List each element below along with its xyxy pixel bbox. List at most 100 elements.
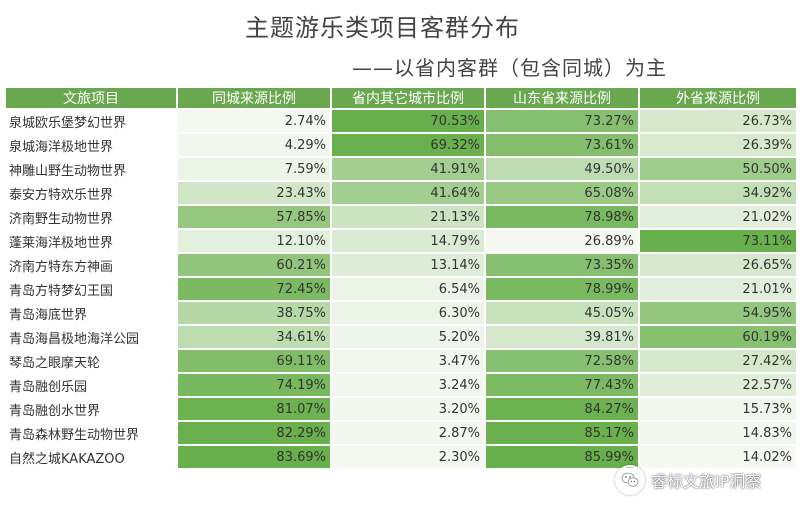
same-city-value-cell: 38.75% (178, 302, 330, 324)
table-row: 泉城欧乐堡梦幻世界 2.74% 70.53% 73.27% 26.73% (6, 110, 796, 132)
same-city-value-cell: 12.10% (178, 230, 330, 252)
table-row: 青岛融创乐园 74.19% 3.24% 77.43% 22.57% (6, 374, 796, 396)
out-of-province-value-cell: 54.95% (640, 302, 796, 324)
same-city-value-cell: 69.11% (178, 350, 330, 372)
shandong-value-cell: 84.27% (486, 398, 638, 420)
same-city-value-cell: 74.19% (178, 374, 330, 396)
same-city-value-cell: 82.29% (178, 422, 330, 444)
table-row: 蓬莱海洋极地世界 12.10% 14.79% 26.89% 73.11% (6, 230, 796, 252)
column-header-project: 文旅项目 (6, 88, 176, 108)
project-name-cell: 泉城欧乐堡梦幻世界 (6, 110, 176, 132)
project-name-cell: 泉城海洋极地世界 (6, 134, 176, 156)
shandong-value-cell: 73.61% (486, 134, 638, 156)
shandong-value-cell: 49.50% (486, 158, 638, 180)
same-city-value-cell: 72.45% (178, 278, 330, 300)
same-city-value-cell: 23.43% (178, 182, 330, 204)
project-name-cell: 青岛融创水世界 (6, 398, 176, 420)
out-of-province-value-cell: 14.83% (640, 422, 796, 444)
distribution-table: 文旅项目 同城来源比例 省内其它城市比例 山东省来源比例 外省来源比例 泉城欧乐… (4, 86, 798, 470)
out-of-province-value-cell: 34.92% (640, 182, 796, 204)
same-city-value-cell: 60.21% (178, 254, 330, 276)
same-city-value-cell: 57.85% (178, 206, 330, 228)
out-of-province-value-cell: 21.01% (640, 278, 796, 300)
project-name-cell: 青岛森林野生动物世界 (6, 422, 176, 444)
table-row: 泰安方特欢乐世界 23.43% 41.64% 65.08% 34.92% (6, 182, 796, 204)
shandong-value-cell: 72.58% (486, 350, 638, 372)
other-province-city-value-cell: 70.53% (332, 110, 484, 132)
table-row: 自然之城KAKAZOO 83.69% 2.30% 85.99% 14.02% (6, 446, 796, 468)
other-province-city-value-cell: 3.24% (332, 374, 484, 396)
project-name-cell: 青岛海底世界 (6, 302, 176, 324)
other-province-city-value-cell: 69.32% (332, 134, 484, 156)
other-province-city-value-cell: 21.13% (332, 206, 484, 228)
out-of-province-value-cell: 26.73% (640, 110, 796, 132)
table-row: 神雕山野生动物世界 7.59% 41.91% 49.50% 50.50% (6, 158, 796, 180)
table-row: 济南野生动物世界 57.85% 21.13% 78.98% 21.02% (6, 206, 796, 228)
other-province-city-value-cell: 6.54% (332, 278, 484, 300)
table-row: 青岛方特梦幻王国 72.45% 6.54% 78.99% 21.01% (6, 278, 796, 300)
table-body: 泉城欧乐堡梦幻世界 2.74% 70.53% 73.27% 26.73% 泉城海洋极地世界… (6, 110, 796, 468)
page-subtitle: ——以省内客群（包含同城）为主 (352, 56, 667, 80)
column-header-shandong: 山东省来源比例 (486, 88, 638, 108)
other-province-city-value-cell: 41.64% (332, 182, 484, 204)
table-row: 青岛海底世界 38.75% 6.30% 45.05% 54.95% (6, 302, 796, 324)
project-name-cell: 济南野生动物世界 (6, 206, 176, 228)
same-city-value-cell: 81.07% (178, 398, 330, 420)
out-of-province-value-cell: 21.02% (640, 206, 796, 228)
out-of-province-value-cell: 73.11% (640, 230, 796, 252)
project-name-cell: 自然之城KAKAZOO (6, 446, 176, 468)
project-name-cell: 济南方特东方神画 (6, 254, 176, 276)
table-row: 泉城海洋极地世界 4.29% 69.32% 73.61% 26.39% (6, 134, 796, 156)
page-title: 主题游乐类项目客群分布 (245, 14, 520, 42)
shandong-value-cell: 39.81% (486, 326, 638, 348)
other-province-city-value-cell: 41.91% (332, 158, 484, 180)
project-name-cell: 青岛海昌极地海洋公园 (6, 326, 176, 348)
same-city-value-cell: 7.59% (178, 158, 330, 180)
same-city-value-cell: 2.74% (178, 110, 330, 132)
project-name-cell: 神雕山野生动物世界 (6, 158, 176, 180)
other-province-city-value-cell: 2.87% (332, 422, 484, 444)
table-header-row: 文旅项目 同城来源比例 省内其它城市比例 山东省来源比例 外省来源比例 (6, 88, 796, 108)
shandong-value-cell: 26.89% (486, 230, 638, 252)
other-province-city-value-cell: 6.30% (332, 302, 484, 324)
out-of-province-value-cell: 50.50% (640, 158, 796, 180)
column-header-other-province-city: 省内其它城市比例 (332, 88, 484, 108)
same-city-value-cell: 34.61% (178, 326, 330, 348)
project-name-cell: 蓬莱海洋极地世界 (6, 230, 176, 252)
other-province-city-value-cell: 2.30% (332, 446, 484, 468)
other-province-city-value-cell: 14.79% (332, 230, 484, 252)
project-name-cell: 青岛方特梦幻王国 (6, 278, 176, 300)
out-of-province-value-cell: 14.02% (640, 446, 796, 468)
other-province-city-value-cell: 3.20% (332, 398, 484, 420)
shandong-value-cell: 77.43% (486, 374, 638, 396)
out-of-province-value-cell: 60.19% (640, 326, 796, 348)
other-province-city-value-cell: 13.14% (332, 254, 484, 276)
table-row: 青岛海昌极地海洋公园 34.61% 5.20% 39.81% 60.19% (6, 326, 796, 348)
out-of-province-value-cell: 27.42% (640, 350, 796, 372)
out-of-province-value-cell: 26.65% (640, 254, 796, 276)
project-name-cell: 琴岛之眼摩天轮 (6, 350, 176, 372)
shandong-value-cell: 78.99% (486, 278, 638, 300)
out-of-province-value-cell: 26.39% (640, 134, 796, 156)
column-header-out-of-province: 外省来源比例 (640, 88, 796, 108)
shandong-value-cell: 78.98% (486, 206, 638, 228)
other-province-city-value-cell: 5.20% (332, 326, 484, 348)
shandong-value-cell: 85.99% (486, 446, 638, 468)
table-row: 青岛融创水世界 81.07% 3.20% 84.27% 15.73% (6, 398, 796, 420)
other-province-city-value-cell: 3.47% (332, 350, 484, 372)
shandong-value-cell: 73.27% (486, 110, 638, 132)
table-row: 青岛森林野生动物世界 82.29% 2.87% 85.17% 14.83% (6, 422, 796, 444)
column-header-same-city: 同城来源比例 (178, 88, 330, 108)
same-city-value-cell: 83.69% (178, 446, 330, 468)
table-row: 琴岛之眼摩天轮 69.11% 3.47% 72.58% 27.42% (6, 350, 796, 372)
project-name-cell: 青岛融创乐园 (6, 374, 176, 396)
out-of-province-value-cell: 15.73% (640, 398, 796, 420)
shandong-value-cell: 85.17% (486, 422, 638, 444)
project-name-cell: 泰安方特欢乐世界 (6, 182, 176, 204)
shandong-value-cell: 73.35% (486, 254, 638, 276)
same-city-value-cell: 4.29% (178, 134, 330, 156)
shandong-value-cell: 45.05% (486, 302, 638, 324)
out-of-province-value-cell: 22.57% (640, 374, 796, 396)
watermark-text: 睿标文旅IP洞察 (651, 472, 762, 491)
